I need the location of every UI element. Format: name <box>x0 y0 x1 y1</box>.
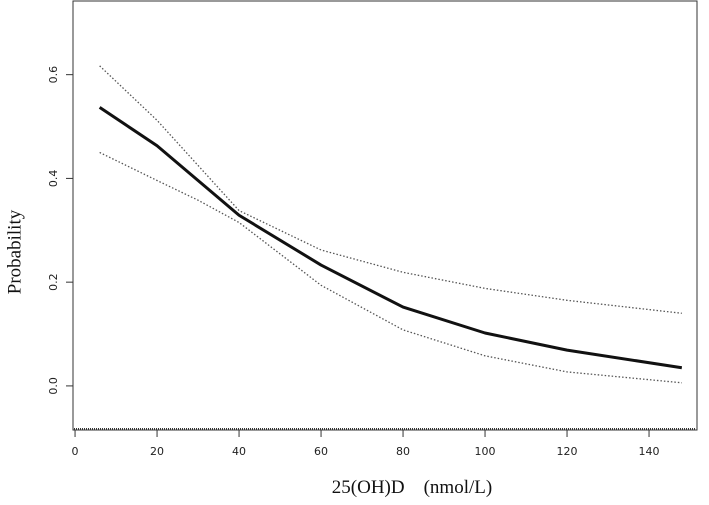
x-tick-label: 20 <box>150 445 164 458</box>
y-tick-label: 0.6 <box>47 66 60 84</box>
y-tick-label: 0.0 <box>47 377 60 395</box>
x-tick-label: 40 <box>232 445 246 458</box>
y-axis-title: Probability <box>4 209 25 294</box>
y-tick-label: 0.2 <box>47 273 60 291</box>
line <box>98 106 683 370</box>
x-tick-label: 100 <box>475 445 496 458</box>
line <box>99 151 682 384</box>
x-tick-label: 0 <box>72 445 79 458</box>
x-axis-title: 25(OH)D (nmol/L) <box>332 477 492 498</box>
x-tick-label: 80 <box>396 445 410 458</box>
x-tick-label: 120 <box>557 445 578 458</box>
line <box>99 65 682 314</box>
x-tick-label: 60 <box>314 445 328 458</box>
x-tick-label: 140 <box>639 445 660 458</box>
plot-frame <box>72 0 698 431</box>
y-tick-label: 0.4 <box>47 170 60 188</box>
